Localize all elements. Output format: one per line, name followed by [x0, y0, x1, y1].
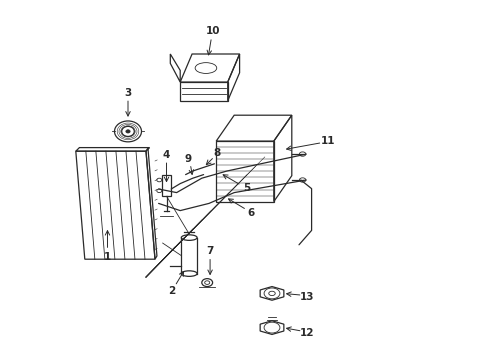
Text: 5: 5: [243, 183, 250, 193]
Ellipse shape: [126, 130, 130, 133]
Text: 6: 6: [248, 208, 255, 218]
Text: 4: 4: [163, 150, 170, 160]
Text: 1: 1: [104, 252, 111, 262]
Text: 12: 12: [300, 328, 315, 338]
Text: 2: 2: [168, 285, 175, 296]
Text: 11: 11: [320, 136, 335, 146]
Text: 3: 3: [124, 88, 132, 98]
Text: 9: 9: [185, 154, 192, 164]
Text: 7: 7: [206, 246, 214, 256]
Text: 10: 10: [206, 26, 220, 36]
Text: 8: 8: [213, 148, 220, 158]
Text: 13: 13: [300, 292, 315, 302]
